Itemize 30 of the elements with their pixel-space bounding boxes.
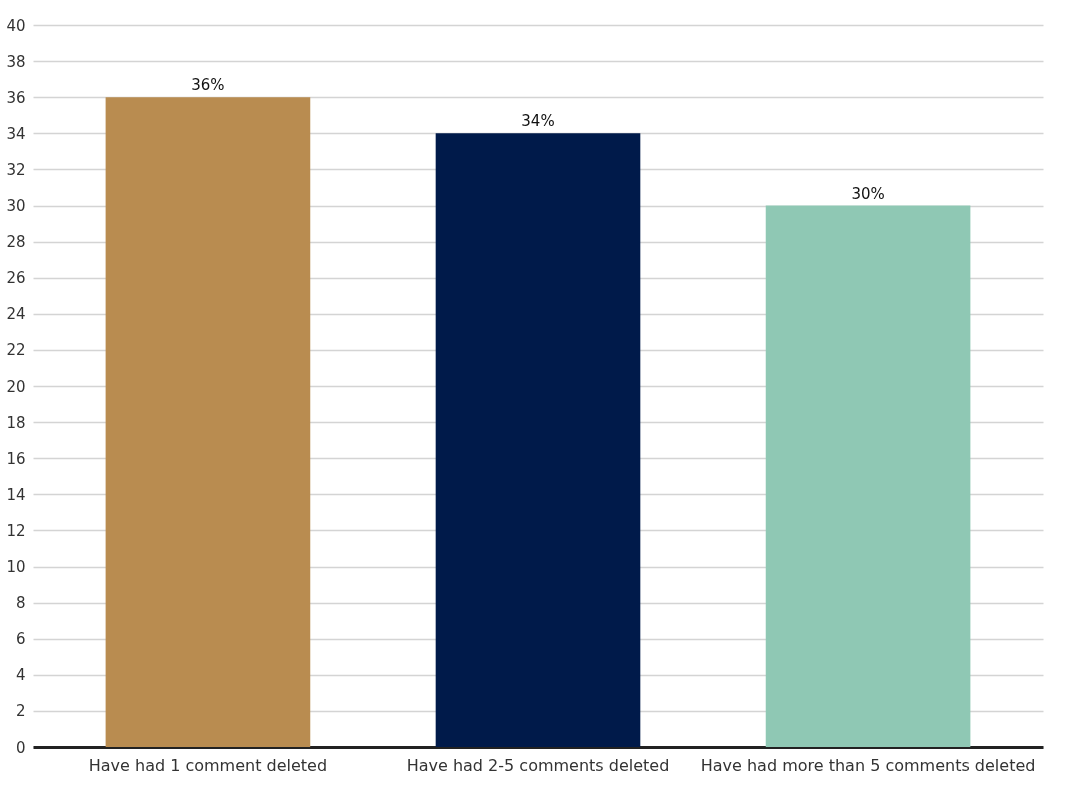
y-tick-label: 40 xyxy=(6,16,26,35)
y-tick-label: 36 xyxy=(6,88,26,107)
y-tick-label: 0 xyxy=(15,738,26,757)
y-tick-label: 38 xyxy=(6,52,26,71)
y-tick-label: 16 xyxy=(6,449,26,468)
x-tick-label: Have had 1 comment deleted xyxy=(88,755,328,775)
y-tick-label: 24 xyxy=(6,305,26,324)
y-tick-label: 4 xyxy=(15,666,26,685)
y-tick-label: 20 xyxy=(6,377,26,396)
y-tick-label: 6 xyxy=(15,630,26,649)
y-tick-label: 22 xyxy=(6,341,26,360)
bar xyxy=(435,133,641,747)
data-label: 30% xyxy=(851,184,885,203)
x-tick-label: Have had more than 5 comments deleted xyxy=(700,755,1036,775)
y-tick-label: 28 xyxy=(6,233,26,252)
y-tick-label: 18 xyxy=(6,413,26,432)
data-label: 34% xyxy=(521,112,555,131)
y-tick-label: 26 xyxy=(6,269,26,288)
y-tick-label: 14 xyxy=(6,485,26,504)
y-tick-label: 34 xyxy=(6,124,26,143)
bar xyxy=(765,205,971,747)
x-tick-label: Have had 2-5 comments deleted xyxy=(406,755,670,775)
y-tick-label: 2 xyxy=(15,702,26,721)
y-tick-label: 30 xyxy=(6,197,26,215)
y-tick-label: 12 xyxy=(6,521,26,540)
y-tick-label: 32 xyxy=(6,160,26,179)
y-tick-label: 8 xyxy=(15,594,26,613)
bar xyxy=(105,97,311,747)
data-label: 36% xyxy=(191,76,225,95)
y-tick-label: 10 xyxy=(6,558,26,576)
